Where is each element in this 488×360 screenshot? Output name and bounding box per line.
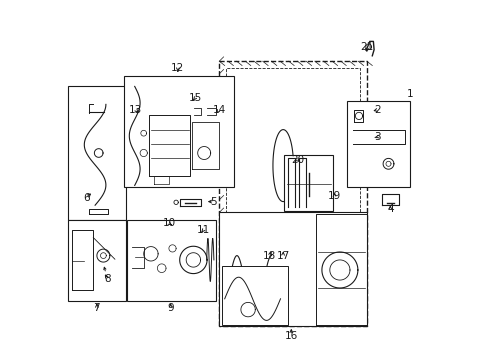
Text: 9: 9	[167, 303, 174, 313]
Text: 3: 3	[374, 132, 380, 142]
Text: 4: 4	[386, 204, 393, 214]
Bar	[68, 86, 125, 220]
Bar	[284, 155, 332, 211]
Text: 7: 7	[93, 303, 100, 313]
Text: 20: 20	[291, 155, 304, 165]
Text: 13: 13	[129, 105, 142, 115]
Text: 11: 11	[196, 225, 209, 235]
Text: 2: 2	[374, 105, 380, 115]
Text: 16: 16	[284, 330, 297, 341]
Text: 5: 5	[210, 197, 217, 207]
Bar	[127, 220, 215, 301]
Text: 15: 15	[188, 93, 202, 103]
Bar	[346, 101, 409, 187]
Text: 12: 12	[171, 63, 184, 73]
Bar	[219, 212, 366, 326]
Text: 18: 18	[263, 251, 276, 261]
Text: 21: 21	[360, 42, 373, 52]
Text: 10: 10	[162, 218, 175, 228]
Bar	[123, 76, 233, 187]
Text: 17: 17	[276, 251, 289, 261]
Text: 19: 19	[327, 191, 341, 201]
Text: 14: 14	[212, 105, 225, 115]
Bar	[222, 266, 287, 325]
Text: 8: 8	[104, 274, 111, 284]
Text: 6: 6	[82, 193, 89, 203]
Text: 1: 1	[406, 89, 412, 99]
Bar	[68, 220, 125, 301]
